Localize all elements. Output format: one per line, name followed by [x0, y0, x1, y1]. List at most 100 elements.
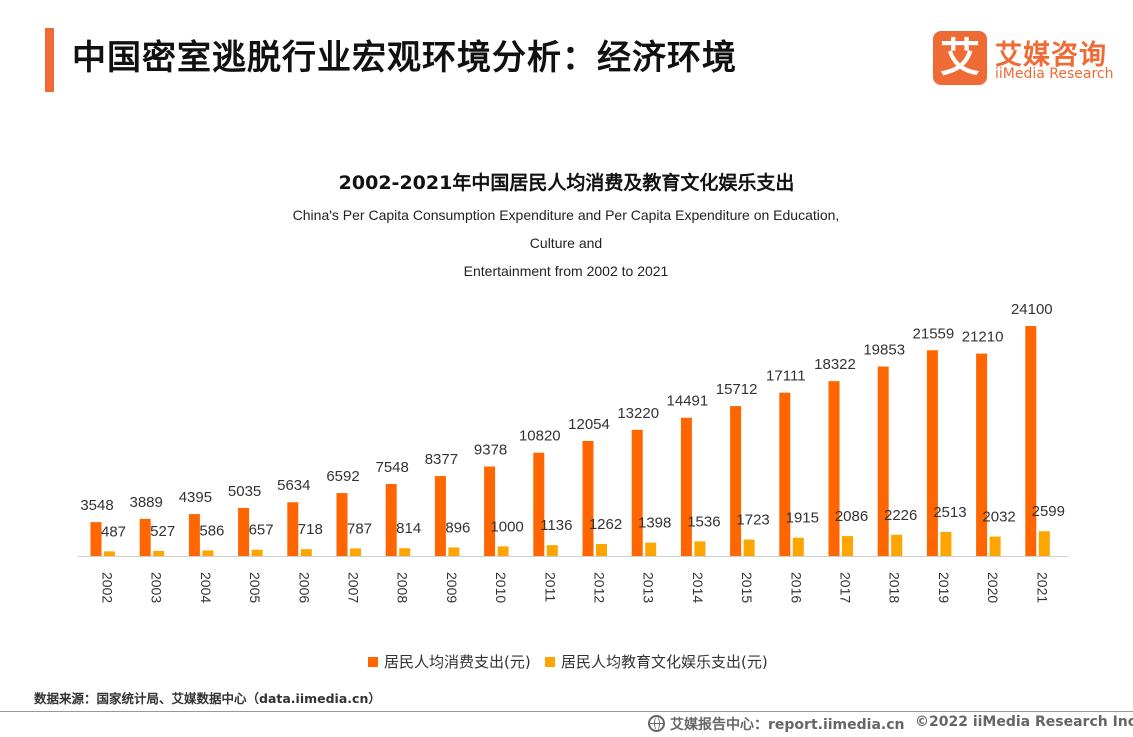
bar-consumption-2012 [582, 440, 594, 556]
bar-consumption-2021 [1025, 326, 1037, 556]
data-label-education-2016: 1915 [786, 510, 819, 527]
bar-education-2006 [300, 549, 312, 556]
bar-consumption-2013 [631, 429, 643, 556]
bar-consumption-2011 [533, 452, 545, 556]
data-label-education-2012: 1262 [589, 516, 622, 533]
data-label-consumption-2006: 5634 [277, 477, 310, 494]
legend-label-education: 居民人均教育文化娱乐支出(元) [561, 653, 768, 671]
bar-education-2015 [743, 539, 755, 556]
bar-consumption-2019 [926, 350, 938, 556]
data-label-consumption-2010: 9378 [474, 442, 507, 459]
bar-education-2016 [792, 537, 804, 556]
data-label-consumption-2020: 21210 [962, 329, 1004, 346]
x-tick-label-2013: 2013 [641, 572, 657, 603]
legend-swatch-consumption [368, 657, 378, 667]
data-label-education-2017: 2086 [835, 508, 868, 525]
bar-consumption-2020 [976, 353, 988, 556]
data-label-consumption-2003: 3889 [130, 494, 163, 511]
x-tick-label-2021: 2021 [1034, 572, 1050, 603]
bar-education-2002 [104, 551, 115, 556]
data-label-education-2019: 2513 [933, 504, 966, 521]
data-label-education-2007: 787 [347, 520, 372, 537]
data-label-consumption-2015: 15712 [716, 381, 758, 398]
footer-report-site-text: 艾媒报告中心：report.iimedia.cn [670, 717, 905, 733]
data-label-consumption-2007: 6592 [326, 468, 359, 485]
data-label-education-2004: 586 [199, 522, 224, 539]
bar-education-2004 [202, 550, 214, 556]
x-tick-label-2004: 2004 [198, 572, 214, 603]
data-label-education-2011: 1136 [540, 517, 572, 534]
data-label-education-2008: 814 [396, 520, 421, 537]
x-tick-label-2011: 2011 [542, 572, 558, 602]
logo-mark: 艾 [933, 31, 987, 85]
bar-education-2019 [940, 532, 952, 556]
data-label-consumption-2014: 14491 [667, 393, 709, 410]
bar-education-2005 [251, 549, 263, 556]
footer-report-site[interactable]: 艾媒报告中心：report.iimedia.cn [648, 714, 905, 734]
x-tick-label-2005: 2005 [247, 572, 263, 603]
bar-consumption-2017 [828, 381, 840, 556]
footer-divider [0, 711, 1133, 712]
bar-consumption-2005 [238, 507, 250, 556]
iimedia-logo: 艾 艾媒咨询 iiMedia Research [933, 31, 1133, 87]
bar-consumption-2018 [877, 366, 889, 556]
bar-education-2007 [350, 548, 361, 556]
bar-consumption-2002 [90, 522, 102, 556]
x-tick-label-2017: 2017 [838, 572, 854, 603]
page-title: 中国密室逃脱行业宏观环境分析：经济环境 [72, 38, 737, 78]
bar-education-2003 [153, 550, 165, 556]
x-tick-label-2014: 2014 [690, 572, 706, 603]
data-label-consumption-2017: 18322 [814, 356, 856, 373]
x-tick-label-2018: 2018 [887, 572, 903, 603]
data-label-consumption-2021: 24100 [1011, 301, 1053, 318]
data-label-consumption-2002: 3548 [80, 497, 113, 514]
chart-subtitle-line-1: China's Per Capita Consumption Expenditu… [292, 207, 840, 251]
bar-education-2018 [891, 534, 903, 556]
bar-education-2021 [1038, 531, 1050, 556]
x-tick-label-2003: 2003 [149, 572, 165, 603]
globe-icon [648, 715, 665, 732]
data-label-consumption-2019: 21559 [913, 325, 955, 342]
footer-copyright: ©2022 iiMedia Research Inc [915, 714, 1133, 730]
bar-consumption-2010 [484, 466, 496, 556]
bar-consumption-2014 [680, 417, 692, 556]
x-tick-label-2009: 2009 [444, 572, 460, 603]
x-tick-label-2016: 2016 [788, 572, 804, 603]
data-label-education-2021: 2599 [1032, 503, 1065, 520]
x-tick-label-2012: 2012 [592, 572, 608, 603]
data-label-consumption-2011: 10820 [519, 428, 561, 445]
x-tick-label-2015: 2015 [739, 572, 755, 603]
data-label-education-2005: 657 [249, 522, 274, 539]
bar-education-2012 [596, 543, 607, 556]
bar-education-2014 [694, 541, 706, 556]
bar-education-2013 [645, 542, 657, 556]
data-label-education-2006: 718 [298, 521, 323, 538]
data-label-consumption-2016: 17111 [766, 368, 806, 385]
data-label-education-2015: 1723 [736, 512, 769, 529]
bar-consumption-2003 [139, 518, 151, 556]
bar-consumption-2016 [779, 392, 791, 556]
bar-education-2020 [989, 536, 1001, 556]
legend-swatch-education [545, 657, 555, 667]
x-tick-label-2006: 2006 [296, 572, 312, 603]
logo-english-name: iiMedia Research [995, 66, 1114, 82]
data-label-education-2009: 896 [445, 519, 470, 536]
data-label-education-2018: 2226 [884, 507, 917, 524]
x-tick-label-2019: 2019 [936, 572, 952, 603]
bar-consumption-2004 [188, 514, 200, 556]
bar-education-2017 [842, 536, 853, 556]
x-tick-label-2002: 2002 [100, 572, 116, 603]
chart-subtitle-line-2: Entertainment from 2002 to 2021 [463, 263, 669, 279]
chart-title: 2002-2021年中国居民人均消费及教育文化娱乐支出 [338, 172, 795, 194]
logo-chinese-name: 艾媒咨询 [995, 40, 1107, 71]
bar-education-2009 [448, 547, 460, 556]
legend-label-consumption: 居民人均消费支出(元) [384, 653, 531, 671]
data-label-consumption-2005: 5035 [228, 483, 261, 500]
data-label-education-2014: 1536 [687, 513, 720, 530]
data-label-education-2013: 1398 [638, 515, 671, 532]
data-label-consumption-2008: 7548 [376, 459, 409, 476]
data-label-consumption-2018: 19853 [863, 342, 905, 359]
x-tick-label-2008: 2008 [395, 572, 411, 603]
bar-consumption-2008 [385, 483, 397, 556]
